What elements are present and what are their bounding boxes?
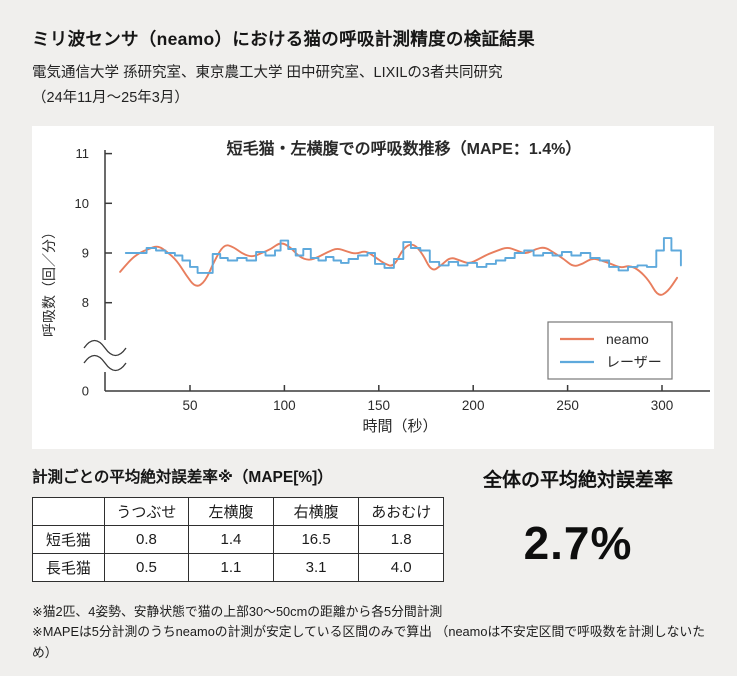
page-subtitle-line1: 電気通信大学 孫研究室、東京農工大学 田中研究室、LIXILの3者共同研究 (32, 65, 503, 81)
mape-value-cell: 3.1 (272, 552, 360, 582)
mape-column-header: 右横腹 (272, 496, 360, 526)
y-tick-label: 9 (82, 245, 89, 260)
mape-value-cell: 0.8 (103, 524, 190, 554)
page-subtitle-line2: （24年11月〜25年3月） (32, 90, 189, 107)
mape-table: うつぶせ 左横腹 右横腹 あおむけ 短毛猫 0.8 1.4 16.5 1.8 長… (32, 496, 444, 582)
x-tick-label: 250 (556, 398, 579, 413)
y-axis-break-squiggle (83, 339, 127, 356)
legend-label: neamo (606, 331, 649, 347)
footnote-line: ※猫2匹、4姿勢、安静状態で猫の上部30〜50cmの距離から各5分間計測 (32, 603, 443, 619)
y-tick-label: 10 (75, 196, 89, 211)
mape-column-header: あおむけ (358, 496, 444, 526)
footnotes: ※猫2匹、4姿勢、安静状態で猫の上部30〜50cmの距離から各5分間計測 ※MA… (32, 602, 712, 663)
mape-column-header: うつぶせ (103, 496, 190, 526)
series-line-laser (124, 236, 682, 274)
overall-mape-value: 2.7% (523, 516, 633, 569)
mape-value-cell: 0.5 (103, 552, 190, 582)
legend-box (547, 321, 673, 380)
mape-value-cell: 1.1 (188, 552, 274, 582)
mape-value-cell: 16.5 (272, 524, 360, 554)
overall-mape-label: 全体の平均絶対誤差率 (482, 469, 673, 491)
mape-value-cell: 4.0 (358, 552, 444, 582)
footnote-line: ※MAPEは5分計測のうちneamoの計測が安定している区間のみで算出 （nea… (32, 624, 706, 660)
mape-row-label: 長毛猫 (32, 552, 105, 582)
y-tick-label-zero: 0 (82, 383, 89, 398)
mape-value-cell: 1.8 (358, 524, 444, 554)
table-row: 長毛猫 0.5 1.1 3.1 4.0 (32, 552, 444, 582)
mape-table-header-row: うつぶせ 左横腹 右横腹 あおむけ (32, 496, 444, 526)
y-tick-label: 11 (76, 146, 90, 161)
x-axis-title: 時間（秒） (362, 418, 437, 435)
x-tick-label: 300 (651, 398, 674, 413)
mape-table-title: 計測ごとの平均絶対誤差率※（MAPE[%]） (32, 468, 333, 486)
page-title: ミリ波センサ（neamo）における猫の呼吸計測精度の検証結果 (32, 29, 535, 49)
x-tick-label: 200 (462, 398, 485, 413)
y-tick-label: 8 (82, 295, 89, 310)
legend-label: レーザー (606, 354, 662, 370)
breathing-rate-chart: 短毛猫・左横腹での呼吸数推移（MAPE：1.4%） 8 9 10 11 0 50 100 150… (41, 139, 710, 435)
mape-table-block: 計測ごとの平均絶対誤差率※（MAPE[%]） うつぶせ 左横腹 右横腹 あおむけ… (32, 465, 444, 582)
x-tick-label: 150 (368, 398, 391, 413)
x-tick-label: 50 (182, 398, 197, 413)
bottom-section: 計測ごとの平均絶対誤差率※（MAPE[%]） うつぶせ 左横腹 右横腹 あおむけ… (32, 465, 712, 582)
chart-card: 短毛猫・左横腹での呼吸数推移（MAPE：1.4%） 8 9 10 11 0 50 100 150… (32, 125, 714, 449)
chart-title: 短毛猫・左横腹での呼吸数推移（MAPE：1.4%） (227, 139, 582, 158)
mape-column-header: 左横腹 (188, 496, 274, 526)
y-axis-title: 呼吸数（回／分） (41, 225, 57, 337)
x-tick-label: 100 (273, 398, 296, 413)
y-axis-break-squiggle (83, 354, 127, 371)
overall-mape-block: 全体の平均絶対誤差率 2.7% (444, 465, 712, 570)
mape-table-corner-cell (32, 496, 105, 526)
series-line-neamo (119, 242, 679, 296)
mape-row-label: 短毛猫 (32, 524, 105, 554)
table-row: 短毛猫 0.8 1.4 16.5 1.8 (32, 524, 444, 554)
mape-value-cell: 1.4 (188, 524, 274, 554)
